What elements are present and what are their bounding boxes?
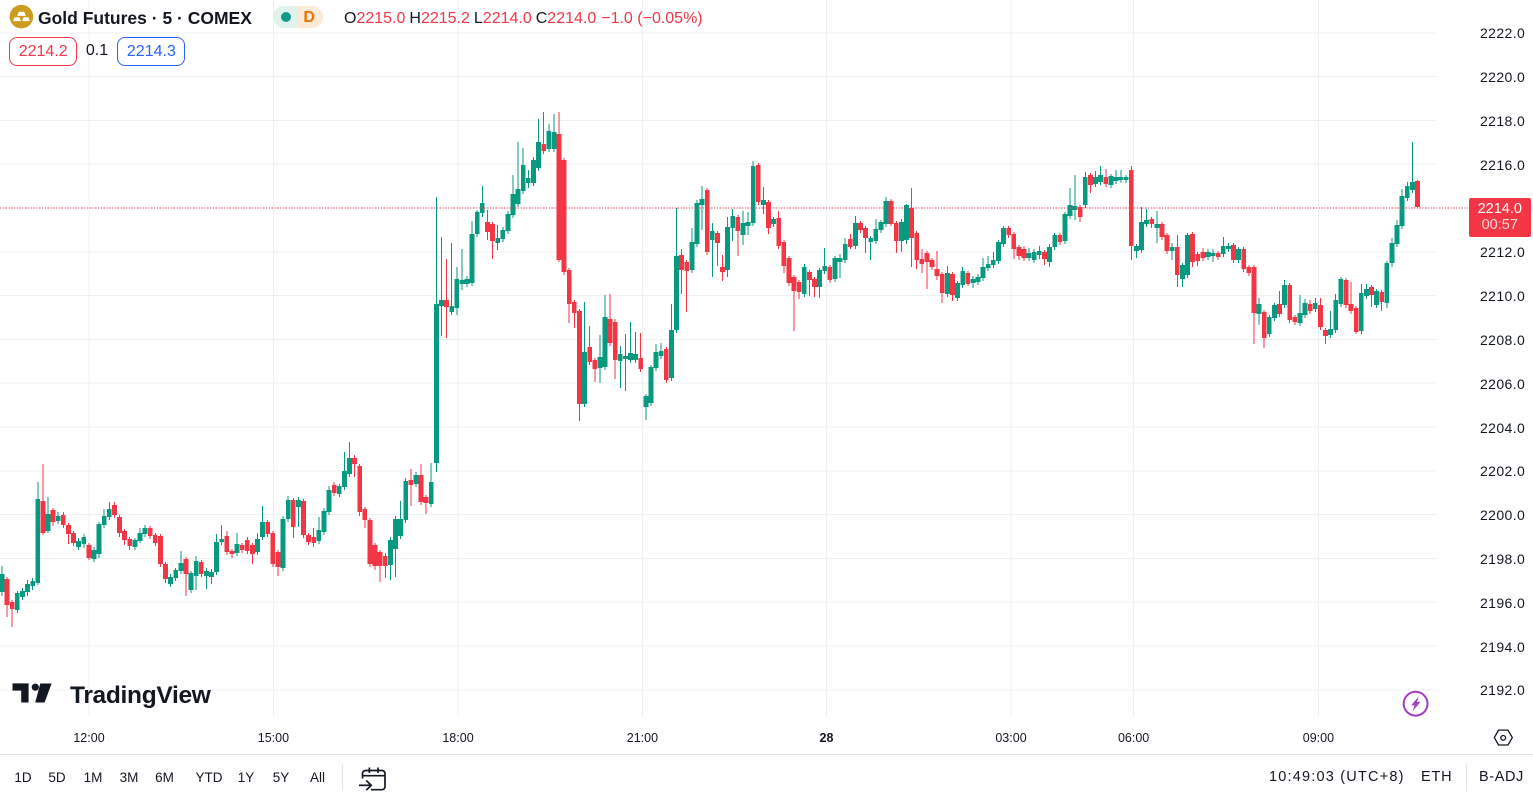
svg-text:TradingView: TradingView — [70, 682, 212, 709]
